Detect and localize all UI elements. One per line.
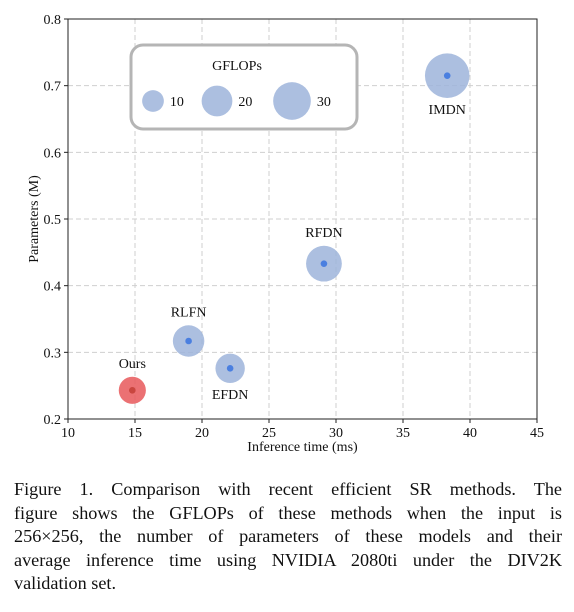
- x-axis-label: Inference time (ms): [247, 440, 358, 455]
- caption-line: average inference time using NVIDIA 2080…: [14, 549, 562, 570]
- center-dot-ours: [129, 387, 136, 394]
- caption-line: 256×256, the number of parameters of the…: [14, 526, 562, 546]
- x-tick-label: 45: [530, 426, 544, 441]
- point-label: IMDN: [429, 103, 466, 118]
- x-tick-label: 25: [262, 426, 276, 441]
- x-tick-label: 15: [128, 426, 142, 441]
- caption-line: validation set.: [14, 573, 117, 593]
- x-tick-label: 35: [396, 426, 410, 441]
- legend-box: [129, 43, 359, 131]
- y-tick-label: 0.2: [44, 413, 62, 428]
- legend-marker: [142, 90, 164, 112]
- y-tick-label: 0.6: [44, 146, 62, 161]
- y-tick-label: 0.7: [44, 80, 62, 95]
- center-dot-rfdn: [320, 260, 328, 267]
- legend-label: 20: [238, 95, 252, 110]
- legend-label: 10: [170, 95, 184, 110]
- center-dot-efdn: [226, 365, 234, 372]
- y-tick-label: 0.8: [44, 13, 62, 28]
- legend-marker: [273, 82, 311, 120]
- x-tick-label: 40: [463, 426, 477, 441]
- legend-marker: [201, 85, 233, 117]
- point-label: EFDN: [212, 388, 249, 403]
- figure-chart: 10 15 20 25 30 35 40 45 0.2 0.3 0.4 0.5 0.6 0.7 0.8 Inf…: [27, 13, 544, 455]
- point-label: RFDN: [305, 226, 342, 241]
- y-axis-label: Parameters (M): [27, 175, 42, 263]
- legend-label: 30: [317, 95, 331, 110]
- center-dot-imdn: [443, 72, 451, 79]
- y-tick-label: 0.5: [44, 213, 62, 228]
- legend-title: GFLOPs: [212, 59, 262, 74]
- caption-line: Figure 1. Comparison with recent efficie…: [14, 479, 562, 499]
- point-label: RLFN: [171, 305, 207, 320]
- y-tick-label: 0.4: [44, 280, 62, 295]
- y-tick-label: 0.3: [44, 346, 62, 361]
- x-tick-label: 20: [195, 426, 209, 441]
- x-tick-label: 10: [61, 426, 75, 441]
- scatter-chart: 10 15 20 25 30 35 40 45 0.2 0.3 0.4 0.5 0.6 0.7 0.8 Inf…: [27, 13, 544, 455]
- x-tick-label: 30: [329, 426, 343, 441]
- center-dot-rlfn: [185, 337, 192, 345]
- figure-caption: Figure 1. Comparison with recent efficie…: [14, 478, 562, 596]
- caption-line: figure shows the GFLOPs of these methods…: [14, 502, 562, 523]
- point-label: Ours: [119, 357, 146, 372]
